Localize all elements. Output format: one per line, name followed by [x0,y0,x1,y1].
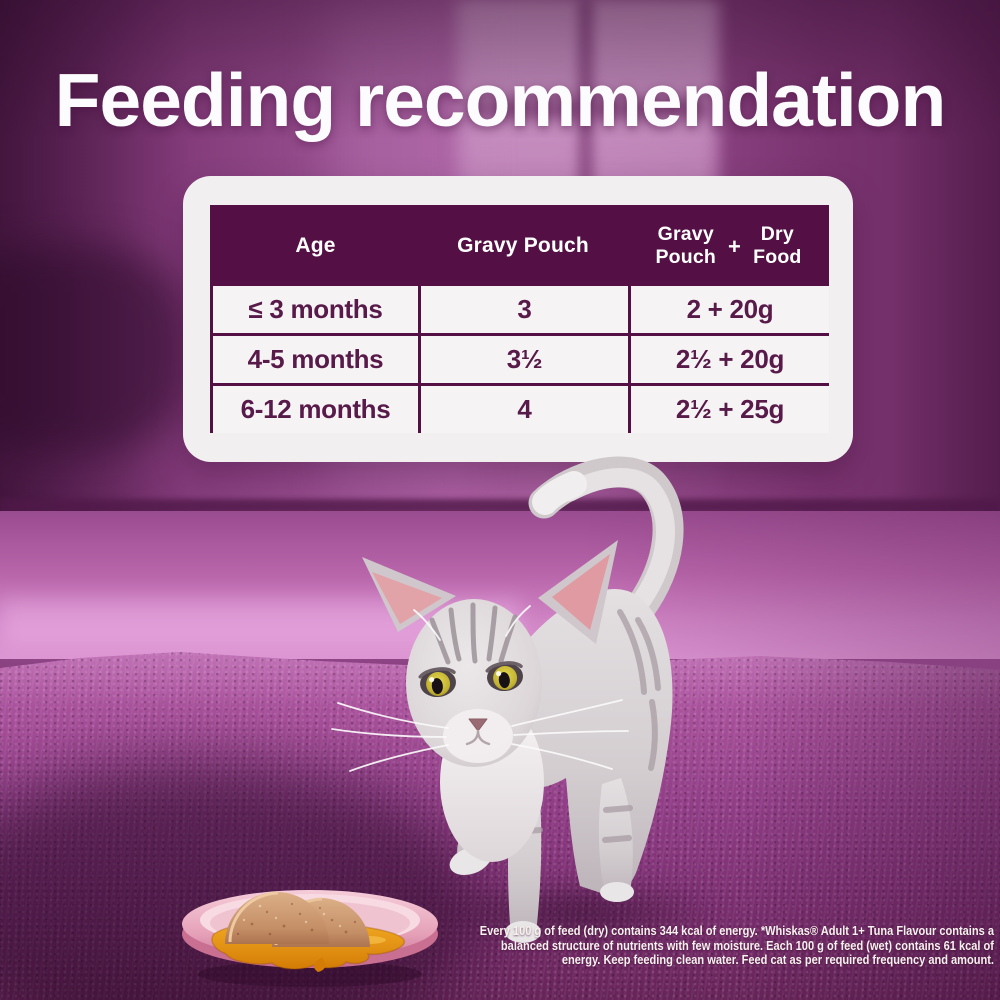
footnote-line: energy. Keep feeding clean water. Feed c… [561,952,994,968]
combo-word: Food [753,245,802,268]
age-cell: ≤ 3 months [213,286,418,333]
page-title: Feeding recommendation [54,58,947,142]
footnote-line: balanced structure of nutrients with few… [500,937,994,953]
combo-word: Pouch [655,245,717,268]
kitten-illustration [331,456,684,943]
combo-word: Dry [760,223,794,246]
kitten-tail [528,456,684,624]
age-cell: 4-5 months [213,336,418,383]
table-row: 6-12 months 4 2½ + 25g [213,383,829,433]
combo-cell: 2 + 20g [628,286,829,333]
table-row: 4-5 months 3½ 2½ + 20g [213,333,829,383]
footnote-line: Every 100 g of feed (dry) contains 344 k… [479,923,994,938]
combo-word: Gravy [657,223,714,246]
age-cell: 6-12 months [213,386,418,433]
kitten-shadow [428,878,728,946]
column-header-combo: Gravy Pouch + Dry Food [628,208,829,283]
plus-sign: + [728,233,742,259]
combo-dry-food: Dry Food [753,223,801,268]
gravy-pouch-cell: 3½ [418,336,628,383]
feeding-table-card: Age Gravy Pouch Gravy Pouch + Dry Food ≤… [183,176,853,462]
kitten-eyes [418,661,523,698]
table-header-row: Age Gravy Pouch Gravy Pouch + Dry Food [213,208,829,283]
cat-food-slices [225,891,370,947]
combo-gravy-pouch: Gravy Pouch [655,223,716,268]
blurred-sofa [0,245,190,455]
room-background [0,0,1000,515]
kitten-nose [465,718,491,746]
combo-cell: 2½ + 20g [628,336,829,383]
purple-carpet [0,652,1000,1000]
forehead-stripes [429,602,518,665]
column-header-age: Age [295,233,336,257]
kitten-ears [362,540,618,644]
footnote: Every 100 g of feed (dry) contains 344 k… [450,923,994,968]
gravy-pouch-cell: 3 [418,286,628,333]
column-header-gravy-pouch: Gravy Pouch [457,233,589,257]
kitten-whiskers [331,605,629,772]
floor-band [0,511,1000,659]
table-row: ≤ 3 months 3 2 + 20g [213,283,829,333]
carpet-shadow-right [740,652,1000,1000]
combo-cell: 2½ + 25g [628,386,829,433]
plate-illustration [182,890,438,987]
feeding-table: Age Gravy Pouch Gravy Pouch + Dry Food ≤… [210,205,829,433]
gravy-pouch-cell: 4 [418,386,628,433]
right-shadow [890,0,1000,515]
